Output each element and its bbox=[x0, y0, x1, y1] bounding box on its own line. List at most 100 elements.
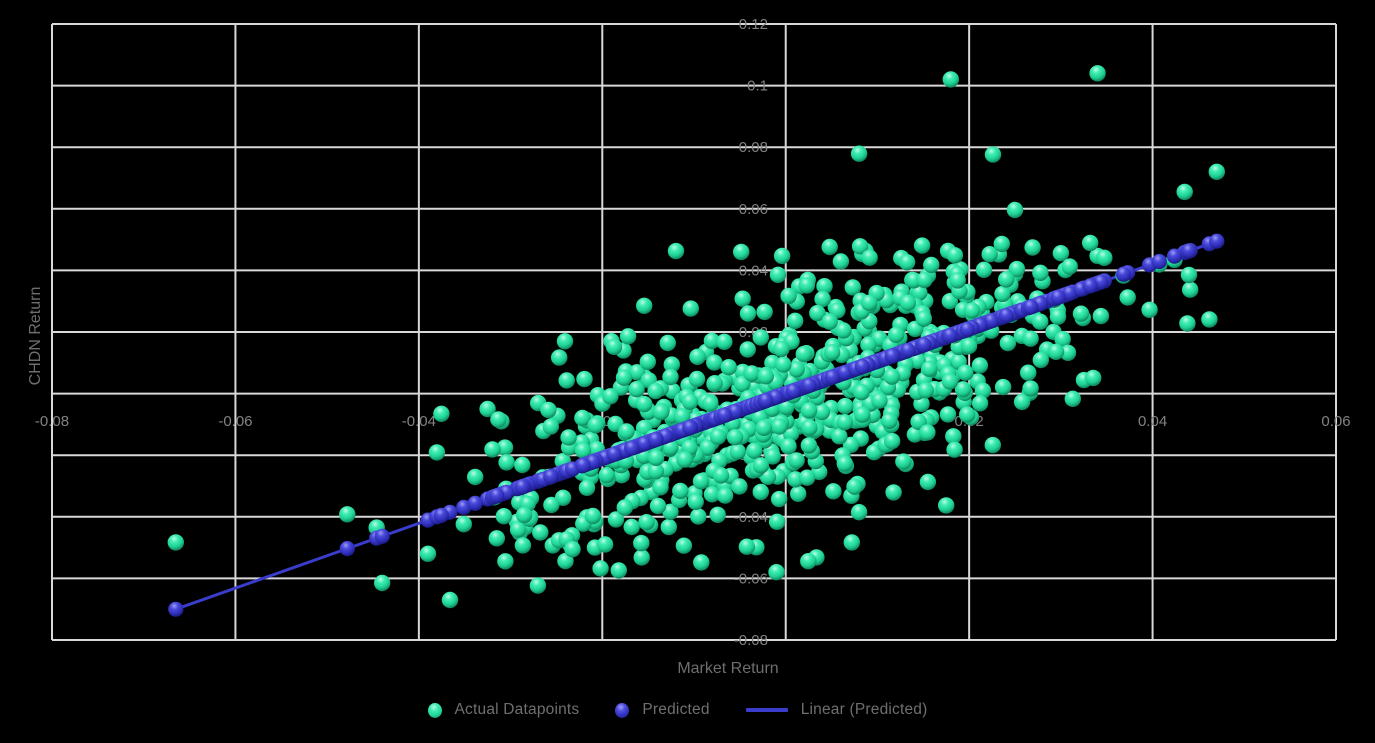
actual-datapoint[interactable] bbox=[1049, 308, 1067, 325]
actual-datapoint[interactable] bbox=[1085, 369, 1102, 387]
actual-datapoint[interactable] bbox=[941, 293, 959, 310]
actual-datapoint[interactable] bbox=[498, 454, 515, 471]
actual-datapoint[interactable] bbox=[1064, 390, 1082, 407]
actual-datapoint[interactable] bbox=[888, 326, 905, 343]
actual-datapoint[interactable] bbox=[787, 312, 804, 329]
actual-datapoint[interactable] bbox=[738, 538, 756, 555]
actual-datapoint[interactable] bbox=[652, 403, 670, 421]
actual-datapoint[interactable] bbox=[623, 518, 640, 536]
actual-datapoint[interactable] bbox=[734, 290, 751, 307]
actual-datapoint[interactable] bbox=[843, 534, 860, 551]
actual-datapoint[interactable] bbox=[602, 388, 619, 405]
actual-datapoint[interactable] bbox=[647, 463, 665, 480]
actual-datapoint[interactable] bbox=[800, 553, 817, 570]
actual-datapoint[interactable] bbox=[757, 368, 774, 385]
actual-datapoint[interactable] bbox=[649, 497, 667, 515]
actual-datapoint[interactable] bbox=[673, 408, 691, 425]
predicted-datapoint[interactable] bbox=[1115, 266, 1132, 282]
predicted-datapoint[interactable] bbox=[624, 440, 640, 456]
legend-item-predicted[interactable]: Predicted bbox=[615, 701, 709, 719]
actual-datapoint[interactable] bbox=[800, 402, 818, 419]
actual-datapoint[interactable] bbox=[974, 382, 992, 399]
actual-datapoint[interactable] bbox=[981, 246, 998, 263]
actual-datapoint[interactable] bbox=[636, 297, 653, 314]
actual-datapoint[interactable] bbox=[861, 249, 878, 266]
actual-datapoint[interactable] bbox=[916, 271, 933, 289]
predicted-datapoint[interactable] bbox=[959, 321, 975, 337]
actual-datapoint[interactable] bbox=[999, 334, 1017, 352]
actual-datapoint[interactable] bbox=[733, 243, 750, 261]
actual-datapoint[interactable] bbox=[662, 368, 679, 386]
predicted-datapoint[interactable] bbox=[1023, 299, 1039, 315]
predicted-datapoint[interactable] bbox=[884, 348, 900, 364]
actual-datapoint[interactable] bbox=[898, 254, 916, 271]
actual-datapoint[interactable] bbox=[993, 235, 1010, 253]
actual-datapoint[interactable] bbox=[825, 483, 842, 500]
actual-datapoint[interactable] bbox=[1047, 343, 1065, 360]
actual-datapoint[interactable] bbox=[1082, 234, 1099, 252]
actual-datapoint[interactable] bbox=[984, 436, 1001, 454]
actual-datapoint[interactable] bbox=[484, 441, 501, 458]
actual-datapoint[interactable] bbox=[1179, 315, 1196, 332]
actual-datapoint[interactable] bbox=[798, 277, 815, 294]
actual-datapoint[interactable] bbox=[1052, 245, 1070, 262]
actual-datapoint[interactable] bbox=[883, 368, 900, 385]
actual-datapoint[interactable] bbox=[1092, 307, 1110, 325]
actual-datapoint[interactable] bbox=[495, 508, 513, 525]
actual-datapoint[interactable] bbox=[984, 146, 1002, 163]
actual-datapoint[interactable] bbox=[712, 467, 730, 484]
actual-datapoint[interactable] bbox=[428, 444, 446, 461]
actual-datapoint[interactable] bbox=[578, 479, 596, 496]
predicted-datapoint[interactable] bbox=[682, 419, 698, 436]
actual-datapoint[interactable] bbox=[755, 419, 772, 436]
predicted-datapoint[interactable] bbox=[1151, 253, 1167, 270]
actual-datapoint[interactable] bbox=[854, 406, 871, 423]
actual-datapoint[interactable] bbox=[831, 428, 848, 445]
actual-datapoint[interactable] bbox=[836, 414, 853, 431]
actual-datapoint[interactable] bbox=[652, 479, 669, 496]
actual-datapoint[interactable] bbox=[703, 486, 721, 503]
actual-datapoint[interactable] bbox=[690, 508, 707, 525]
predicted-datapoint[interactable] bbox=[456, 499, 472, 515]
predicted-datapoint[interactable] bbox=[514, 479, 530, 495]
predicted-datapoint[interactable] bbox=[339, 541, 355, 557]
actual-datapoint[interactable] bbox=[497, 553, 514, 570]
actual-datapoint[interactable] bbox=[638, 514, 655, 531]
actual-datapoint[interactable] bbox=[1096, 249, 1113, 266]
actual-datapoint[interactable] bbox=[853, 384, 870, 401]
actual-datapoint[interactable] bbox=[1201, 311, 1218, 328]
actual-datapoint[interactable] bbox=[551, 349, 568, 366]
predicted-datapoint[interactable] bbox=[854, 358, 870, 375]
actual-datapoint[interactable] bbox=[636, 395, 653, 413]
predicted-datapoint[interactable] bbox=[543, 469, 559, 485]
actual-datapoint[interactable] bbox=[618, 423, 635, 440]
actual-datapoint[interactable] bbox=[899, 294, 917, 311]
actual-datapoint[interactable] bbox=[455, 516, 472, 533]
actual-datapoint[interactable] bbox=[675, 537, 693, 554]
predicted-datapoint[interactable] bbox=[1181, 243, 1197, 259]
actual-datapoint[interactable] bbox=[1141, 301, 1158, 318]
actual-datapoint[interactable] bbox=[771, 418, 788, 435]
actual-datapoint[interactable] bbox=[647, 449, 665, 466]
actual-datapoint[interactable] bbox=[574, 409, 591, 427]
predicted-datapoint[interactable] bbox=[716, 407, 732, 423]
actual-datapoint[interactable] bbox=[605, 338, 623, 355]
actual-datapoint[interactable] bbox=[844, 279, 861, 296]
predicted-datapoint[interactable] bbox=[168, 601, 184, 617]
actual-datapoint[interactable] bbox=[941, 373, 959, 390]
actual-datapoint[interactable] bbox=[994, 285, 1011, 303]
actual-datapoint[interactable] bbox=[739, 305, 757, 322]
actual-datapoint[interactable] bbox=[923, 256, 940, 274]
actual-datapoint[interactable] bbox=[1032, 313, 1049, 330]
predicted-datapoint[interactable] bbox=[801, 377, 817, 393]
actual-datapoint[interactable] bbox=[971, 395, 989, 412]
actual-datapoint[interactable] bbox=[615, 369, 633, 386]
actual-datapoint[interactable] bbox=[490, 411, 507, 428]
actual-datapoint[interactable] bbox=[911, 284, 928, 301]
actual-datapoint[interactable] bbox=[780, 287, 797, 305]
actual-datapoint[interactable] bbox=[768, 564, 785, 581]
actual-datapoint[interactable] bbox=[919, 424, 936, 441]
actual-datapoint[interactable] bbox=[542, 418, 559, 435]
actual-datapoint[interactable] bbox=[564, 541, 581, 558]
